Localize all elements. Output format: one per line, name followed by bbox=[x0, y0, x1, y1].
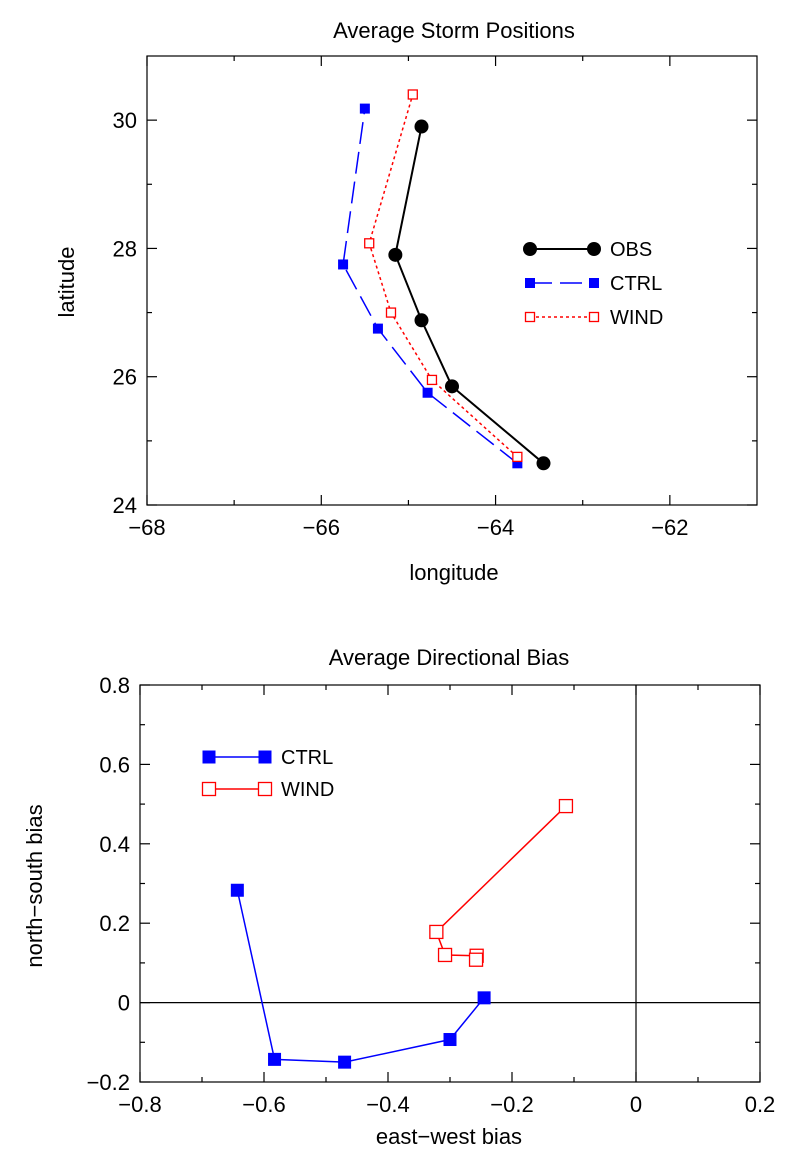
chart-1-series-wind-point bbox=[427, 375, 436, 384]
chart-1-series-ctrl-point bbox=[423, 388, 433, 398]
chart-2-series-ctrl-point bbox=[478, 991, 491, 1004]
chart-1-frame bbox=[147, 56, 757, 505]
chart-2-legend-label-wind: WIND bbox=[281, 779, 334, 801]
chart-1-title: Average Storm Positions bbox=[333, 18, 575, 43]
chart-2-ytick-label: 0.6 bbox=[99, 752, 130, 777]
chart-2-series-ctrl-point bbox=[338, 1056, 351, 1069]
chart-2-legend-marker-wind bbox=[259, 783, 272, 796]
chart-1-series-obs-point bbox=[415, 120, 429, 134]
chart-2-legend-label-ctrl: CTRL bbox=[281, 747, 333, 769]
chart-1-series-ctrl-point bbox=[373, 324, 383, 334]
chart-1-series-wind-point bbox=[408, 90, 417, 99]
chart-1-series-obs-point bbox=[388, 248, 402, 262]
chart-2-series-wind-line bbox=[436, 806, 566, 960]
chart-2-series-ctrl-point bbox=[444, 1033, 457, 1046]
chart-2-series-ctrl-point bbox=[268, 1053, 281, 1066]
chart-1-legend-marker-obs bbox=[587, 242, 601, 256]
chart-1-plot-area: −68 −66 −64 −62 24 26 28 30 OBS CTRL WIND bbox=[113, 56, 757, 540]
chart-2-xlabel: east−west bias bbox=[376, 1124, 522, 1149]
chart-1-series-obs-point bbox=[537, 456, 551, 470]
chart-2-ytick-label: 0.4 bbox=[99, 832, 130, 857]
chart-1-ylabel: latitude bbox=[54, 247, 79, 318]
chart-1-legend-label-obs: OBS bbox=[610, 239, 652, 261]
chart-1-ytick-label: 24 bbox=[113, 493, 137, 518]
chart-1-xtick-label: −68 bbox=[128, 515, 165, 540]
chart-2-plot-area: −0.8 −0.6 −0.4 −0.2 0 0.2 −0.2 0 0.2 0.4 0.6 0.8 CTR… bbox=[87, 673, 776, 1117]
chart-1-legend-marker-wind bbox=[526, 313, 535, 322]
chart-2-ytick-label: 0.8 bbox=[99, 673, 130, 698]
chart-1-series-ctrl-line bbox=[343, 109, 517, 464]
chart-1-xlabel: longitude bbox=[409, 560, 498, 585]
chart-2-series-ctrl-point bbox=[231, 884, 244, 897]
chart-2-xtick-label: −0.2 bbox=[490, 1092, 533, 1117]
chart-1-series-wind-point bbox=[365, 239, 374, 248]
chart-1-legend-marker-wind bbox=[590, 313, 599, 322]
chart-1-legend-label-wind: WIND bbox=[610, 307, 663, 329]
chart-1-ytick-label: 26 bbox=[113, 365, 137, 390]
chart-1-series-ctrl-point bbox=[360, 104, 370, 114]
chart-1-series-obs-point bbox=[445, 379, 459, 393]
chart-2-legend-marker-ctrl bbox=[259, 751, 272, 764]
chart-1-series-obs-line bbox=[395, 127, 543, 464]
chart-1-series-wind-point bbox=[387, 308, 396, 317]
chart-2-frame bbox=[140, 685, 760, 1082]
chart-1-xtick-label: −66 bbox=[303, 515, 340, 540]
chart-2-xtick-label: −0.6 bbox=[242, 1092, 285, 1117]
chart-1-legend-marker-ctrl bbox=[589, 278, 599, 288]
chart-1-series-wind-point bbox=[513, 452, 522, 461]
chart-1-ytick-label: 30 bbox=[113, 108, 137, 133]
chart-2-ylabel: north−south bias bbox=[22, 804, 47, 967]
chart-1-series-obs-point bbox=[415, 313, 429, 327]
chart-2-xtick-label: −0.4 bbox=[366, 1092, 409, 1117]
chart-1-xtick-label: −64 bbox=[477, 515, 514, 540]
chart-1-legend-label-ctrl: CTRL bbox=[610, 273, 662, 295]
chart-2-series-wind-point bbox=[439, 948, 452, 961]
chart-2-legend-marker-wind bbox=[203, 783, 216, 796]
chart-2-ytick-label: −0.2 bbox=[87, 1070, 130, 1095]
chart-1-legend-marker-ctrl bbox=[525, 278, 535, 288]
chart-2-xtick-label: −0.8 bbox=[118, 1092, 161, 1117]
chart-2-series-wind-point bbox=[559, 800, 572, 813]
chart-1-series-wind-line bbox=[369, 94, 517, 456]
chart-2-xtick-label: 0 bbox=[630, 1092, 642, 1117]
chart-1-legend-marker-obs bbox=[523, 242, 537, 256]
chart-2-xtick-label: 0.2 bbox=[745, 1092, 776, 1117]
chart-2-ytick-label: 0.2 bbox=[99, 911, 130, 936]
chart-1-xtick-label: −62 bbox=[651, 515, 688, 540]
chart-1-ytick-label: 28 bbox=[113, 236, 137, 261]
chart-2-series-wind-point bbox=[470, 953, 483, 966]
chart-2-title: Average Directional Bias bbox=[329, 645, 570, 670]
chart-2-ytick-label: 0 bbox=[118, 991, 130, 1016]
chart-2-series-wind-point bbox=[430, 925, 443, 938]
chart-2-legend-marker-ctrl bbox=[203, 751, 216, 764]
chart-1-series-ctrl-point bbox=[338, 259, 348, 269]
